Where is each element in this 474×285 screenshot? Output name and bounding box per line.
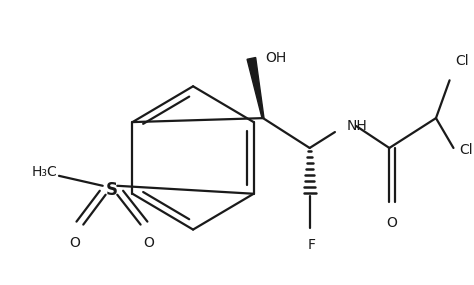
- Text: NH: NH: [346, 119, 367, 133]
- Text: F: F: [308, 237, 316, 252]
- Text: OH: OH: [265, 51, 286, 66]
- Text: O: O: [69, 235, 80, 250]
- Polygon shape: [247, 58, 264, 118]
- Text: O: O: [143, 235, 154, 250]
- Text: H₃C: H₃C: [32, 165, 57, 179]
- Text: Cl: Cl: [456, 54, 469, 68]
- Text: S: S: [105, 181, 118, 199]
- Text: Cl: Cl: [459, 143, 473, 157]
- Text: O: O: [386, 216, 397, 230]
